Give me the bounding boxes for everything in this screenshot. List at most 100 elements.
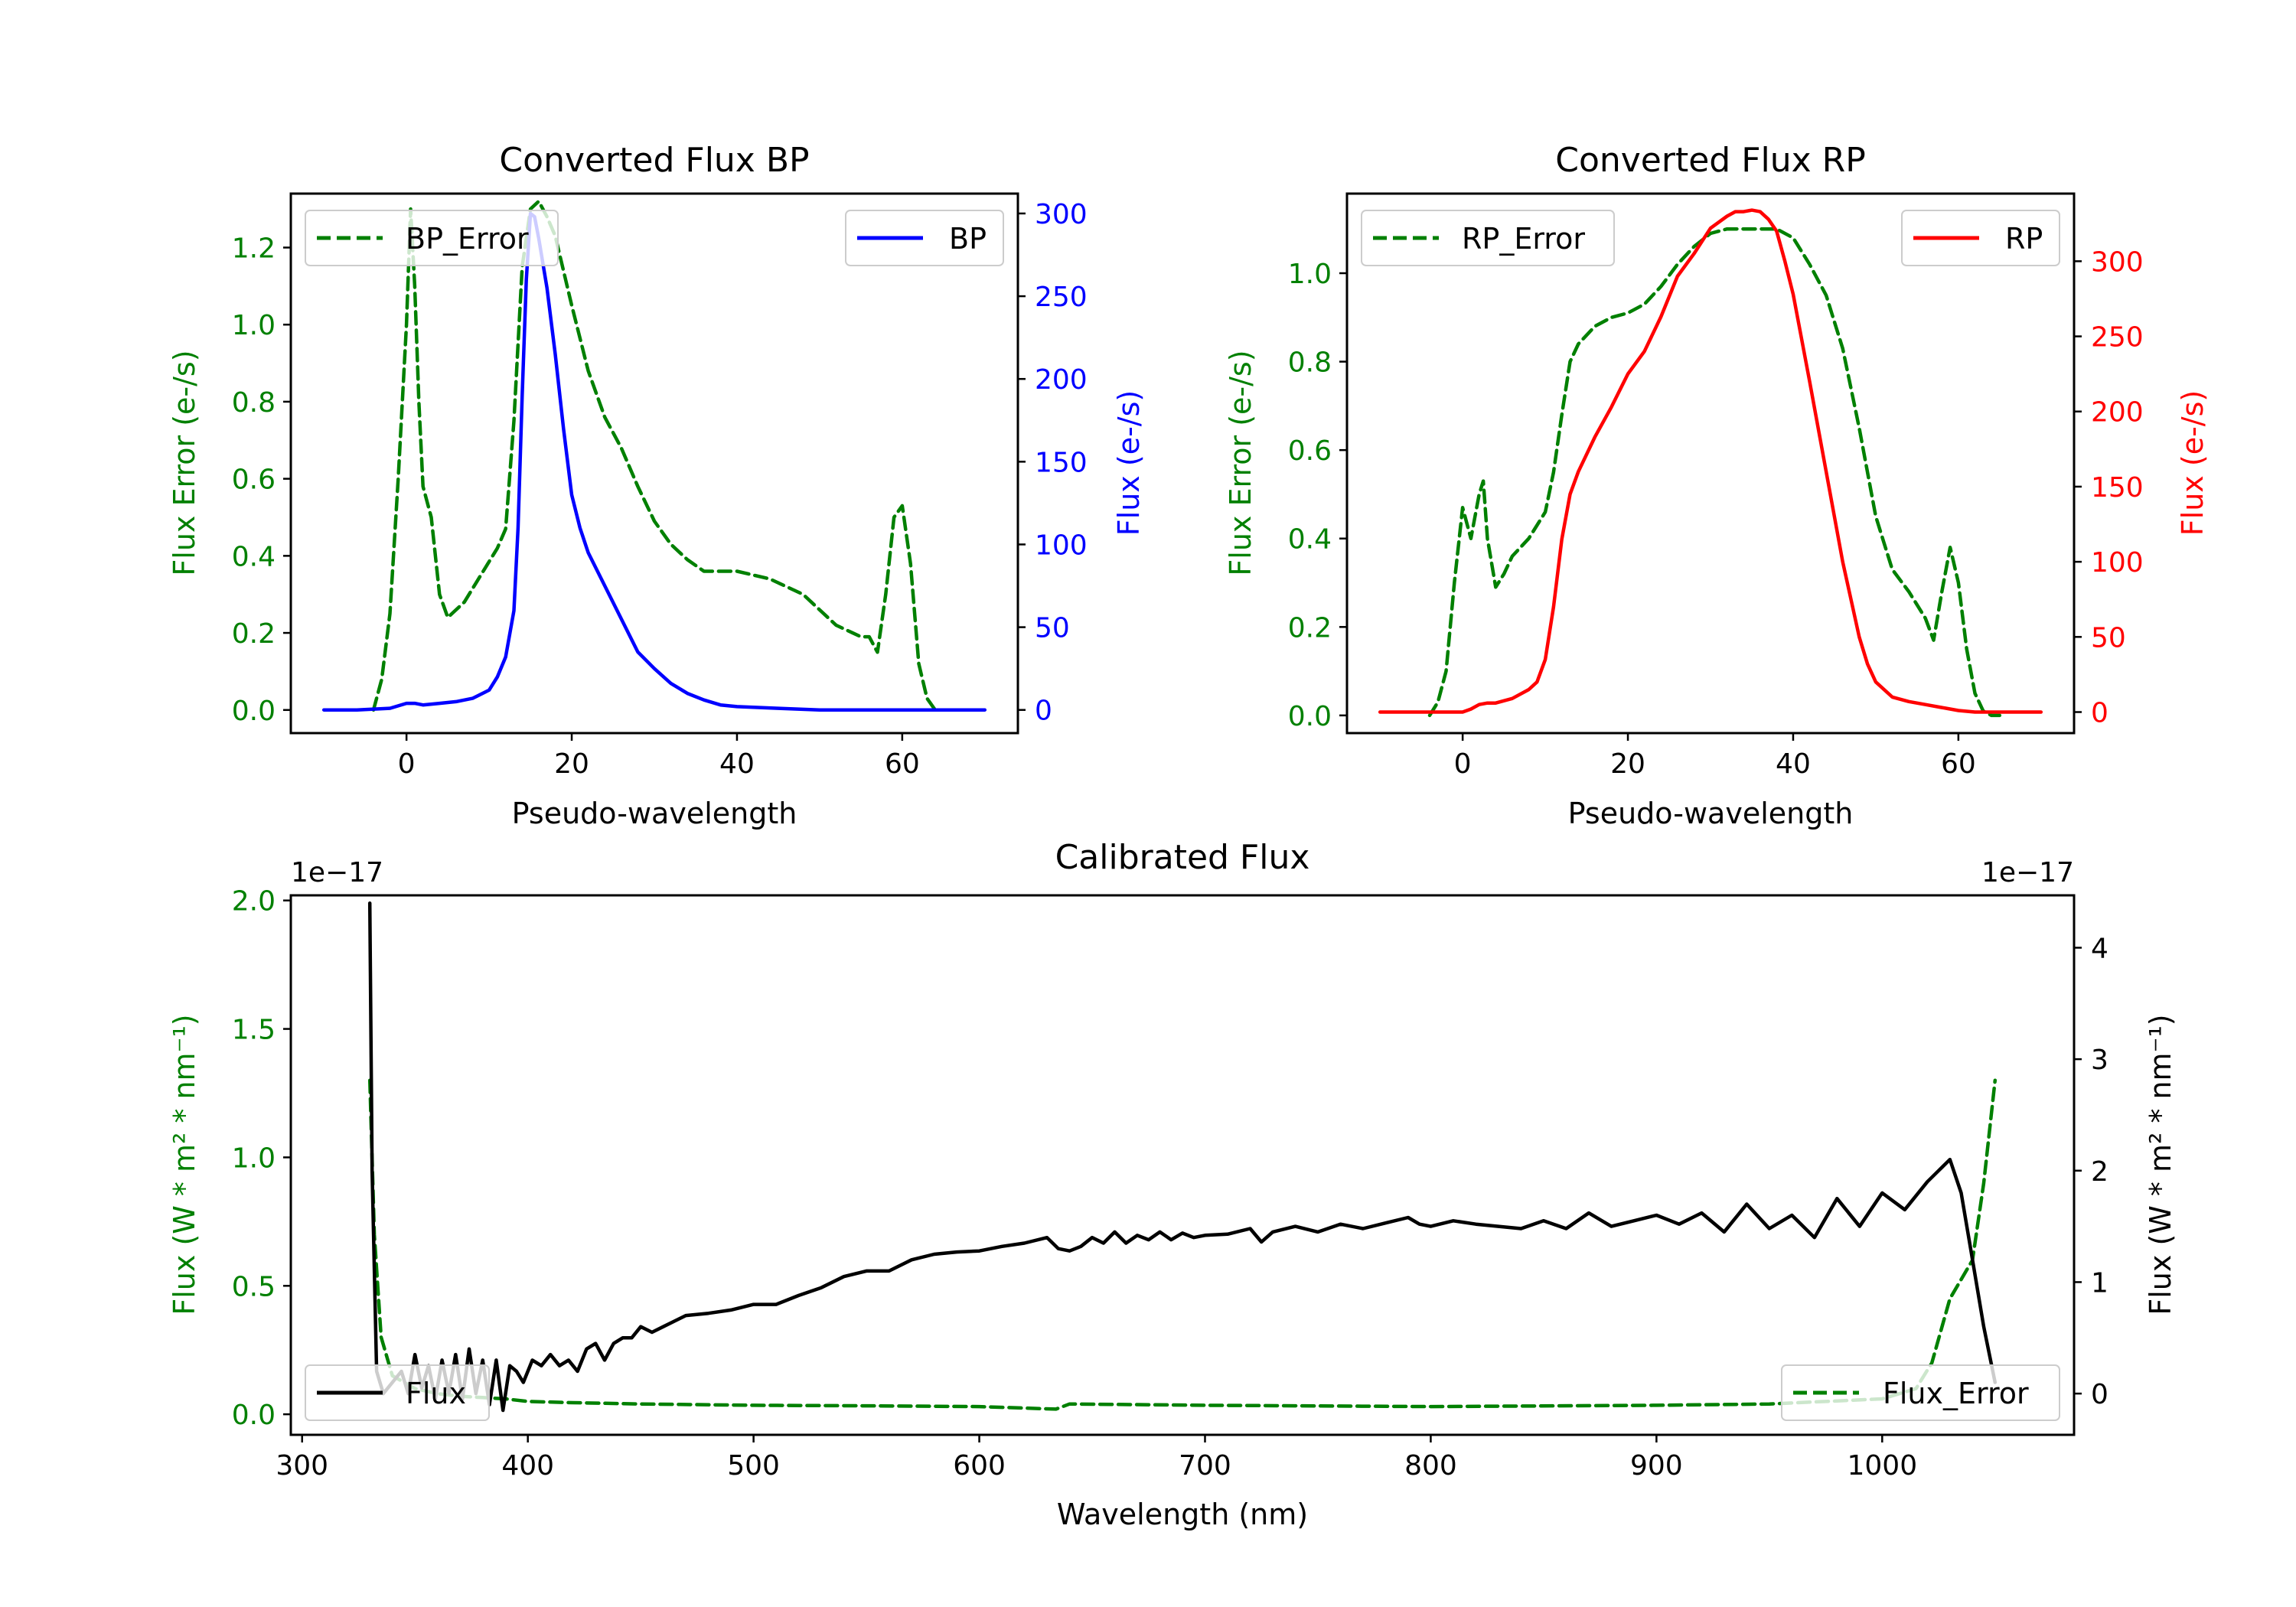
x-tick-label: 400 <box>501 1450 554 1482</box>
legend-label-rp-error: RP_Error <box>1462 222 1585 256</box>
y-right-tick-label: 50 <box>1035 613 1070 644</box>
legend-label-bp: BP <box>949 222 987 256</box>
x-axis-label: Pseudo-wavelength <box>512 797 797 830</box>
legend-box <box>1901 210 2060 266</box>
y-axis-right: 0 1 2 3 4 <box>2074 933 2108 1410</box>
y-right-tick-label: 1 <box>2091 1267 2108 1299</box>
y-axis-left-label: Flux Error (e-/s) <box>168 350 201 575</box>
y-right-tick-label: 100 <box>1035 530 1088 561</box>
y-left-tick-label: 1.2 <box>232 233 276 265</box>
y-right-tick-label: 250 <box>2091 322 2144 354</box>
y-axis-left: 0.0 0.2 0.4 0.6 0.8 1.0 <box>1288 259 1347 732</box>
legend-box <box>1361 210 1615 266</box>
y-axis-right: 0 50 100 150 200 250 300 <box>2074 246 2144 729</box>
y-left-tick-label: 0.8 <box>232 387 276 419</box>
y-right-tick-label: 0 <box>2091 698 2108 729</box>
legend-left: Flux <box>305 1364 490 1421</box>
chart-converted-flux-rp: Converted Flux RP 0 20 40 60 0.00.20.40.60.… <box>1224 141 2210 830</box>
legend-left: BP_Error <box>305 210 559 266</box>
axes-frame <box>289 894 2076 1436</box>
legend-right: RP <box>1901 210 2060 266</box>
y-left-tick-label: 2.0 <box>232 886 276 918</box>
legend-label-bp-error: BP_Error <box>406 222 529 256</box>
x-axis: 0 20 40 60 <box>398 733 920 780</box>
series-line-flux <box>367 901 1998 1413</box>
y-left-tick-label: 1.0 <box>232 1143 276 1174</box>
y-right-tick-label: 0 <box>2091 1379 2108 1410</box>
x-tick-label: 500 <box>727 1450 780 1482</box>
y-left-tick-label: 0.2 <box>1288 612 1332 644</box>
y-axis-right-label: Flux (e-/s) <box>1112 390 1146 536</box>
x-axis-label: Pseudo-wavelength <box>1568 797 1854 830</box>
x-tick-label: 700 <box>1179 1450 1231 1482</box>
chart-calibrated-flux: Calibrated Flux 1e−17 1e−17 300 400 500 600… <box>168 838 2177 1531</box>
chart-title: Converted Flux RP <box>1555 141 1866 180</box>
chart-converted-flux-bp: Converted Flux BP 0 20 40 60 0.00.20.40.60.… <box>168 141 1146 830</box>
y-axis-left-label: Flux (W * m² * nm⁻¹) <box>168 1014 201 1315</box>
y-axis-right-label: Flux (e-/s) <box>2176 390 2210 536</box>
y-right-tick-label: 200 <box>2091 397 2144 429</box>
legend-box <box>1781 1364 2060 1421</box>
y-left-tick-label: 0.4 <box>1288 524 1332 556</box>
y-right-tick-label: 100 <box>2091 547 2144 579</box>
y-axis-left-offset: 1e−17 <box>291 857 383 888</box>
x-tick-label: 20 <box>554 748 589 780</box>
y-left-tick-label: 0.6 <box>232 464 276 496</box>
legend-right: Flux_Error <box>1781 1364 2060 1421</box>
y-right-tick-label: 300 <box>2091 246 2144 278</box>
legend-label-flux-error: Flux_Error <box>1883 1377 2029 1410</box>
legend-box <box>305 210 559 266</box>
y-left-tick-label: 0.2 <box>232 618 276 650</box>
y-left-tick-label: 1.0 <box>232 310 276 341</box>
plot-area <box>1378 208 2043 718</box>
y-axis-right-offset: 1e−17 <box>1981 857 2074 888</box>
series-line-bp-error <box>371 199 938 712</box>
y-right-tick-label: 250 <box>1035 282 1088 313</box>
x-tick-label: 20 <box>1610 748 1645 780</box>
y-axis-left-label: Flux Error (e-/s) <box>1224 350 1257 575</box>
y-left-tick-label: 0.5 <box>232 1271 276 1302</box>
y-right-tick-label: 300 <box>1035 199 1088 230</box>
axes-frame <box>1345 192 2076 735</box>
x-tick-label: 600 <box>953 1450 1006 1482</box>
x-tick-label: 1000 <box>1847 1450 1917 1482</box>
legend-box <box>845 210 1004 266</box>
y-right-tick-label: 200 <box>1035 364 1088 396</box>
legend-box <box>305 1364 490 1421</box>
chart-title: Converted Flux BP <box>499 141 809 180</box>
series-line-rp <box>1378 208 2043 714</box>
y-left-tick-label: 1.0 <box>1288 259 1332 290</box>
y-left-tick-label: 0.8 <box>1288 347 1332 379</box>
y-axis-right-label: Flux (W * m² * nm⁻¹) <box>2144 1014 2177 1315</box>
y-left-tick-label: 0.0 <box>232 1400 276 1431</box>
legend-left: RP_Error <box>1361 210 1615 266</box>
y-axis-left: 0.0 0.2 0.4 0.6 0.8 1.0 1.2 <box>232 233 291 727</box>
legend-label-flux: Flux <box>406 1377 466 1410</box>
y-left-tick-label: 0.0 <box>1288 701 1332 732</box>
y-right-tick-label: 0 <box>1035 696 1052 727</box>
x-tick-label: 0 <box>1454 748 1472 780</box>
series-line-rp-error <box>1427 227 2002 718</box>
y-left-tick-label: 1.5 <box>232 1015 276 1046</box>
y-left-tick-label: 0.4 <box>232 541 276 572</box>
x-tick-label: 800 <box>1404 1450 1457 1482</box>
axes-frame <box>289 192 1019 735</box>
chart-title: Calibrated Flux <box>1055 838 1310 877</box>
x-tick-label: 300 <box>276 1450 328 1482</box>
y-axis-right: 0 50 100 150 200 250 300 <box>1018 199 1088 727</box>
y-right-tick-label: 150 <box>1035 447 1088 478</box>
y-right-tick-label: 50 <box>2091 622 2126 654</box>
y-right-tick-label: 150 <box>2091 472 2144 504</box>
x-axis: 0 20 40 60 <box>1454 733 1976 780</box>
x-tick-label: 0 <box>398 748 416 780</box>
y-right-tick-label: 2 <box>2091 1156 2108 1188</box>
legend-right: BP <box>845 210 1004 266</box>
series-line-bp <box>321 211 987 712</box>
y-left-tick-label: 0.6 <box>1288 435 1332 467</box>
legend-label-rp: RP <box>2005 222 2043 256</box>
x-tick-label: 60 <box>885 748 920 780</box>
y-right-tick-label: 4 <box>2091 933 2108 964</box>
x-axis-label: Wavelength (nm) <box>1057 1498 1308 1531</box>
x-axis: 300 400 500 600 700 800 900 1000 <box>276 1435 1917 1482</box>
